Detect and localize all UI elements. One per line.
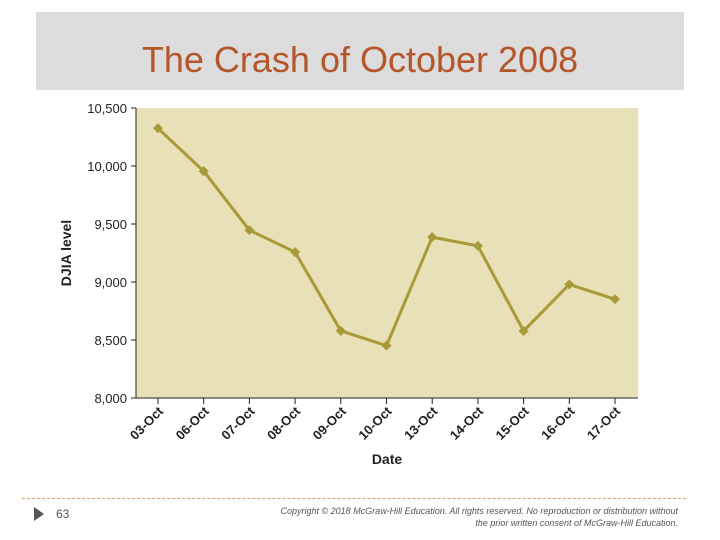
x-tick-label: 06-Oct (173, 403, 213, 443)
x-tick-label: 17-Oct (584, 403, 624, 443)
data-point-marker (472, 240, 483, 251)
data-point-marker (427, 232, 438, 243)
y-tick-label: 9,000 (94, 275, 127, 290)
plot-area (136, 108, 638, 398)
footer-divider (22, 498, 686, 499)
data-point-marker (198, 166, 209, 177)
x-tick-label: 09-Oct (310, 403, 350, 443)
footer-arrow-icon (34, 507, 44, 521)
data-point-marker (335, 325, 346, 336)
x-tick-label: 07-Oct (218, 403, 258, 443)
x-tick-label: 10-Oct (355, 403, 395, 443)
y-tick-label: 10,500 (87, 101, 127, 116)
x-tick-label: 14-Oct (447, 403, 487, 443)
y-axis-title: DJIA level (58, 220, 74, 286)
x-tick-label: 03-Oct (127, 403, 167, 443)
data-point-marker (244, 225, 255, 236)
y-tick-label: 8,500 (94, 333, 127, 348)
y-tick-label: 8,000 (94, 391, 127, 406)
data-point-marker (610, 294, 620, 305)
data-point-marker (564, 279, 575, 290)
x-tick-label: 16-Oct (538, 403, 578, 443)
x-tick-label: 08-Oct (264, 403, 304, 443)
x-tick-label: 15-Oct (492, 403, 532, 443)
data-point-marker (153, 123, 163, 134)
y-tick-label: 9,500 (94, 217, 127, 232)
copyright-line-1: Copyright © 2018 McGraw-Hill Education. … (280, 506, 678, 516)
y-tick-label: 10,000 (87, 159, 127, 174)
page-number: 63 (56, 507, 70, 521)
slide-title: The Crash of October 2008 (141, 39, 579, 80)
data-point-marker (290, 247, 301, 258)
x-axis-title: Date (372, 451, 403, 467)
data-point-marker (518, 325, 529, 336)
copyright-line-2: the prior written consent of McGraw-Hill… (475, 518, 678, 528)
title-band: The Crash of October 2008 (36, 12, 684, 90)
data-point-marker (381, 340, 392, 351)
x-tick-label: 13-Oct (401, 403, 441, 443)
copyright-notice: Copyright © 2018 McGraw-Hill Education. … (218, 505, 678, 529)
